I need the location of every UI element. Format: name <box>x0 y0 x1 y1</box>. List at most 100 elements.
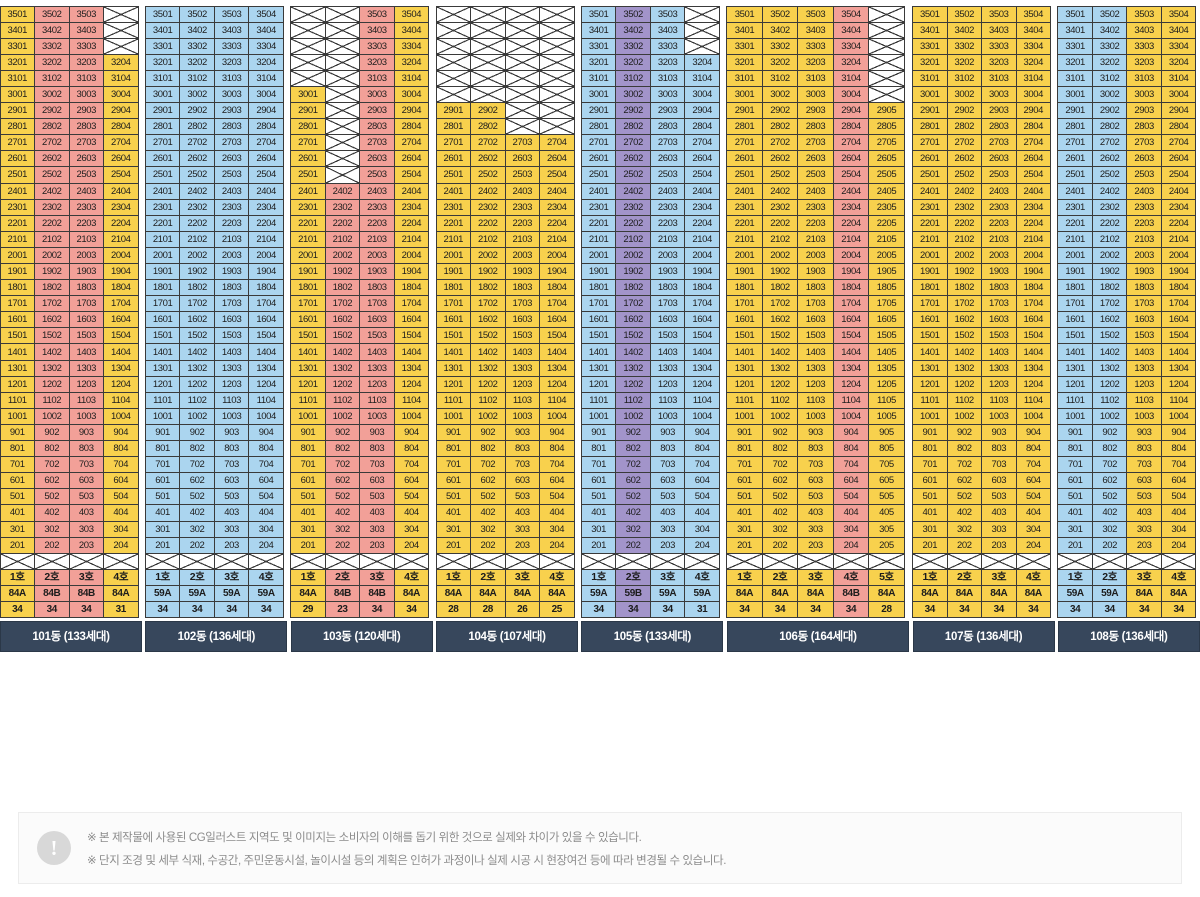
unit-cell[interactable]: 904 <box>684 423 720 442</box>
unit-cell[interactable]: 3001 <box>290 85 326 104</box>
unit-cell[interactable]: 3302 <box>179 37 215 55</box>
unit-cell[interactable]: 2704 <box>539 134 575 152</box>
unit-cell[interactable]: 2104 <box>393 230 430 248</box>
unit-cell[interactable]: 401 <box>726 504 763 522</box>
unit-cell[interactable]: 701 <box>580 456 617 474</box>
unit-cell[interactable]: 2901 <box>0 102 35 120</box>
unit-cell[interactable]: 901 <box>1057 423 1093 442</box>
unit-cell[interactable]: 601 <box>1057 472 1093 490</box>
unit-cell[interactable]: 203 <box>981 536 1017 554</box>
unit-cell[interactable]: 302 <box>615 520 651 538</box>
unit-cell[interactable]: 402 <box>470 504 506 522</box>
unit-cell[interactable]: 1801 <box>144 279 181 297</box>
unit-cell[interactable]: 2103 <box>504 230 541 248</box>
unit-cell[interactable]: 1602 <box>34 311 70 329</box>
unit-cell[interactable]: 3001 <box>726 85 763 104</box>
unit-cell[interactable]: 2501 <box>0 166 35 184</box>
unit-cell[interactable]: 2203 <box>213 214 250 232</box>
unit-cell[interactable]: 303 <box>981 520 1017 538</box>
unit-cell[interactable]: 602 <box>1091 472 1128 490</box>
unit-cell[interactable]: 2402 <box>946 182 983 200</box>
unit-cell[interactable]: 1601 <box>912 311 948 329</box>
unit-cell[interactable]: 802 <box>324 440 361 458</box>
unit-cell[interactable]: 1604 <box>539 311 575 329</box>
unit-cell[interactable]: 903 <box>359 423 395 442</box>
unit-cell[interactable]: 504 <box>832 488 870 506</box>
unit-cell[interactable]: 2303 <box>213 198 250 216</box>
unit-cell[interactable]: 703 <box>981 456 1017 474</box>
unit-cell[interactable]: 3103 <box>649 69 686 87</box>
unit-cell[interactable]: 2703 <box>797 134 834 152</box>
unit-cell[interactable]: 2504 <box>1015 166 1052 184</box>
unit-cell[interactable]: 2904 <box>103 102 139 120</box>
unit-cell[interactable]: 2202 <box>615 214 651 232</box>
unit-cell[interactable]: 1702 <box>179 295 215 313</box>
unit-cell[interactable]: 403 <box>1126 504 1162 522</box>
unit-cell[interactable]: 3401 <box>0 21 35 39</box>
unit-cell[interactable]: 3103 <box>981 69 1017 87</box>
unit-cell[interactable]: 304 <box>1160 520 1197 538</box>
unit-cell[interactable]: 2103 <box>981 230 1017 248</box>
unit-cell[interactable]: 1403 <box>213 343 250 361</box>
unit-cell[interactable]: 1704 <box>539 295 575 313</box>
unit-cell[interactable]: 604 <box>684 472 720 490</box>
unit-cell[interactable]: 902 <box>179 423 215 442</box>
unit-cell[interactable]: 503 <box>797 488 834 506</box>
unit-cell[interactable]: 701 <box>435 456 472 474</box>
unit-cell[interactable]: 2701 <box>912 134 948 152</box>
unit-cell[interactable]: 3303 <box>68 37 104 55</box>
unit-cell[interactable]: 1003 <box>213 407 250 425</box>
unit-cell[interactable]: 303 <box>649 520 686 538</box>
unit-cell[interactable]: 2902 <box>470 102 506 120</box>
unit-cell[interactable]: 3404 <box>1015 21 1052 39</box>
unit-cell[interactable]: 1104 <box>539 391 575 409</box>
unit-cell[interactable]: 303 <box>1126 520 1162 538</box>
unit-cell[interactable]: 1504 <box>103 327 139 345</box>
unit-cell[interactable]: 1101 <box>1057 391 1093 409</box>
unit-cell[interactable]: 1501 <box>290 327 326 345</box>
unit-cell[interactable]: 701 <box>1057 456 1093 474</box>
unit-cell[interactable]: 1602 <box>761 311 799 329</box>
unit-cell[interactable]: 904 <box>103 423 139 442</box>
unit-cell[interactable]: 3302 <box>615 37 651 55</box>
unit-cell[interactable]: 1901 <box>1057 263 1093 281</box>
unit-cell[interactable]: 801 <box>1057 440 1093 458</box>
unit-cell[interactable]: 3201 <box>726 53 763 71</box>
unit-cell[interactable]: 1304 <box>539 359 575 377</box>
unit-cell[interactable]: 2701 <box>1057 134 1093 152</box>
unit-cell[interactable]: 1304 <box>1160 359 1197 377</box>
unit-cell[interactable]: 1205 <box>868 375 905 393</box>
unit-cell[interactable]: 1005 <box>868 407 905 425</box>
unit-cell[interactable]: 1602 <box>179 311 215 329</box>
unit-cell[interactable]: 2902 <box>946 102 983 120</box>
unit-cell[interactable]: 601 <box>0 472 35 490</box>
unit-cell[interactable]: 2104 <box>248 230 284 248</box>
unit-cell[interactable]: 1503 <box>504 327 541 345</box>
unit-cell[interactable]: 1202 <box>470 375 506 393</box>
unit-cell[interactable]: 3504 <box>832 5 870 23</box>
unit-cell[interactable]: 1202 <box>179 375 215 393</box>
unit-cell[interactable]: 1703 <box>981 295 1017 313</box>
unit-cell[interactable]: 3303 <box>797 37 834 55</box>
unit-cell[interactable]: 3302 <box>1091 37 1128 55</box>
unit-cell[interactable]: 1101 <box>290 391 326 409</box>
unit-cell[interactable]: 1803 <box>504 279 541 297</box>
unit-cell[interactable]: 3004 <box>1015 85 1052 104</box>
unit-cell[interactable]: 1901 <box>435 263 472 281</box>
unit-cell[interactable]: 1804 <box>832 279 870 297</box>
unit-cell[interactable]: 404 <box>684 504 720 522</box>
unit-cell[interactable]: 803 <box>359 440 395 458</box>
unit-cell[interactable]: 1101 <box>0 391 35 409</box>
unit-cell[interactable]: 1701 <box>290 295 326 313</box>
unit-cell[interactable]: 1802 <box>1091 279 1128 297</box>
unit-cell[interactable]: 2602 <box>946 150 983 168</box>
unit-cell[interactable]: 2203 <box>981 214 1017 232</box>
unit-cell[interactable]: 1903 <box>981 263 1017 281</box>
unit-cell[interactable]: 404 <box>248 504 284 522</box>
unit-cell[interactable]: 3004 <box>103 85 139 104</box>
unit-cell[interactable]: 2901 <box>912 102 948 120</box>
unit-cell[interactable]: 2405 <box>868 182 905 200</box>
unit-cell[interactable]: 1002 <box>761 407 799 425</box>
unit-cell[interactable]: 1903 <box>359 263 395 281</box>
unit-cell[interactable]: 302 <box>324 520 361 538</box>
